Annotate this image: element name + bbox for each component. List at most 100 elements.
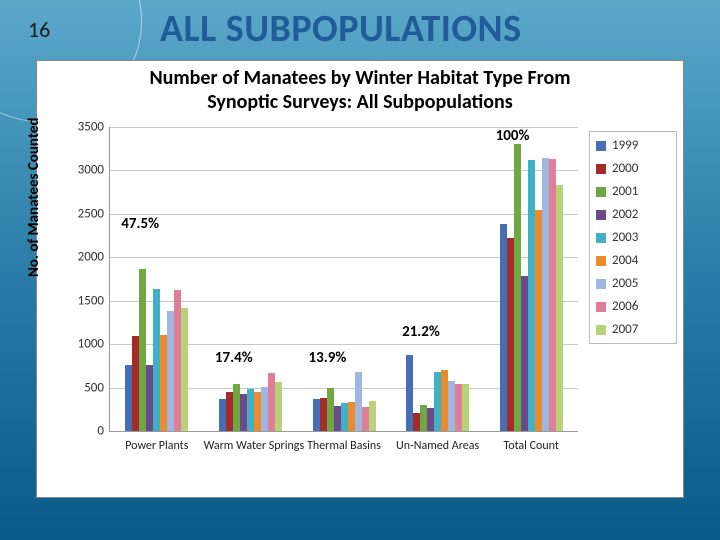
legend-label: 2000 [612,161,638,176]
slide-number: 16 [28,16,50,43]
bar [327,388,334,431]
legend-item: 2003 [596,230,672,245]
legend-label: 2004 [612,253,638,268]
bar [535,210,542,431]
legend-label: 2003 [612,230,638,245]
legend-swatch [596,325,606,335]
bar [556,185,563,431]
bar [507,238,514,431]
bar [268,373,275,431]
legend-item: 1999 [596,138,672,153]
legend-swatch [596,164,606,174]
x-category-label: Un-Named Areas [391,439,485,453]
slide-root: 16 ALL SUBPOPULATIONS Number of Manatees… [0,0,720,540]
y-tick-label: 3000 [64,163,104,178]
bar [160,335,167,431]
bar [521,276,528,431]
legend-item: 2004 [596,253,672,268]
bar [313,399,320,431]
legend-swatch [596,233,606,243]
legend-swatch [596,141,606,151]
bar [462,384,469,431]
legend-item: 2000 [596,161,672,176]
bar [406,355,413,431]
bar [139,269,146,431]
legend-item: 2002 [596,207,672,222]
legend-label: 2007 [612,322,638,337]
y-tick-label: 500 [64,380,104,395]
x-category-label: Power Plants [110,439,204,453]
legend-swatch [596,302,606,312]
bar [125,365,132,431]
bar [355,372,362,431]
bar [441,370,448,431]
legend-label: 2001 [612,184,638,199]
bar [500,224,507,431]
percent-label: 47.5% [121,215,159,233]
legend-swatch [596,187,606,197]
bar [261,387,268,431]
bar [369,401,376,431]
gridline [110,214,578,215]
slide-title: ALL SUBPOPULATIONS [160,6,522,52]
plot-area: 0500100015002000250030003500Power Plants… [109,127,578,432]
legend-item: 2001 [596,184,672,199]
bar [362,407,369,431]
bar [174,290,181,431]
bar [254,392,261,431]
chart-body: No. of Manatees Counted 0500100015002000… [37,127,683,497]
bar [348,402,355,431]
bar [247,389,254,431]
bar [334,406,341,431]
chart-container: Number of Manatees by Winter Habitat Typ… [36,60,684,498]
percent-label: 17.4% [215,349,253,367]
bar [233,384,240,431]
bar [240,394,247,431]
chart-title-line2: Synoptic Surveys: All Subpopulations [207,90,512,114]
chart-title: Number of Manatees by Winter Habitat Typ… [37,61,683,114]
legend-label: 2005 [612,276,638,291]
legend-swatch [596,256,606,266]
y-tick-label: 1500 [64,293,104,308]
bar [132,336,139,431]
legend-label: 2002 [612,207,638,222]
bar [219,399,226,431]
y-tick-label: 2500 [64,206,104,221]
percent-label: 13.9% [309,349,347,367]
legend-item: 2005 [596,276,672,291]
y-axis-label: No. of Manatees Counted [25,118,43,277]
bar [167,311,174,431]
legend-label: 2006 [612,299,638,314]
bar [226,392,233,431]
bar [153,289,160,431]
bar [427,408,434,431]
bar [549,159,556,431]
legend-item: 2006 [596,299,672,314]
gridline [110,170,578,171]
legend-label: 1999 [612,138,638,153]
y-tick-label: 2000 [64,250,104,265]
bar [320,398,327,431]
bar [514,144,521,431]
x-category-label: Warm Water Springs [204,439,298,453]
legend: 1999 2000 2001 2002 2003 2004 2005 2006 2007 [589,131,677,344]
bar [542,158,549,431]
bar [528,160,535,431]
percent-label: 21.2% [402,323,440,341]
bar [275,382,282,431]
x-category-label: Thermal Basins [297,439,391,453]
bar [413,413,420,431]
chart-title-line1: Number of Manatees by Winter Habitat Typ… [149,66,570,90]
percent-label: 100% [496,127,530,145]
bar [181,308,188,431]
bar [341,403,348,431]
bar [448,381,455,431]
bar [434,372,441,431]
y-tick-label: 0 [64,424,104,439]
legend-swatch [596,210,606,220]
legend-item: 2007 [596,322,672,337]
y-tick-label: 3500 [64,120,104,135]
y-tick-label: 1000 [64,337,104,352]
bar [455,384,462,431]
x-category-label: Total Count [484,439,578,453]
